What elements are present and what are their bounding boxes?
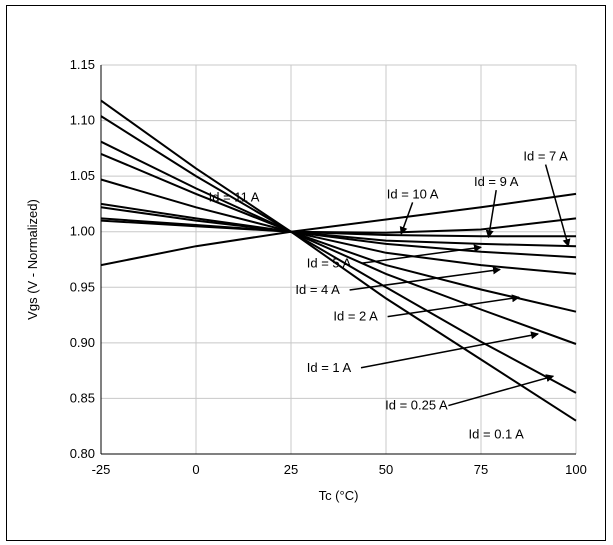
y-axis-title: Vgs (V - Normalized): [25, 199, 40, 320]
series-annotation-label: Id = 0.1 A: [469, 426, 525, 441]
annotation-arrow: [399, 202, 414, 235]
y-tick-label: 1.00: [70, 224, 95, 239]
series-line: [100, 192, 577, 267]
series-line: [100, 140, 577, 345]
y-tick-label: 1.10: [70, 113, 95, 128]
series-line: [100, 152, 577, 313]
annotation-arrow: [387, 294, 520, 318]
x-tick-label: 75: [474, 462, 488, 477]
x-tick-label: -25: [92, 462, 111, 477]
series-annotation-label: Id = 1 A: [307, 360, 352, 375]
annotation-arrow: [360, 244, 482, 265]
x-axis-title: Tc (°C): [319, 488, 359, 503]
series-line: [100, 99, 577, 422]
y-tick-label: 0.90: [70, 335, 95, 350]
tick-label-layer: -25 0 25 50 75 100 0.80 0.85 0.90 0.95 1.00 1.05 1.1…: [70, 57, 587, 477]
series-annotation-label: Id = 9 A: [474, 174, 519, 189]
y-tick-label: 0.80: [70, 446, 95, 461]
x-tick-label: 50: [379, 462, 393, 477]
series-annotation-label: Id = 10 A: [387, 186, 439, 201]
annotation-arrow: [349, 266, 501, 291]
axes-layer: [100, 65, 576, 455]
chart-frame: Id = 11 A Id = 10 A Id = 9 A Id = 7 A Id = 5…: [6, 5, 606, 541]
annotation-arrow: [485, 190, 497, 239]
series-annotation-label: Id = 2 A: [333, 309, 378, 324]
series-line: [100, 217, 576, 238]
series-layer: [100, 99, 577, 422]
annotation-layer: Id = 11 A Id = 10 A Id = 9 A Id = 7 A Id = 5…: [209, 149, 571, 441]
annotation-arrow: [448, 374, 555, 407]
annotation-arrow: [360, 331, 539, 369]
chart-svg: Id = 11 A Id = 10 A Id = 9 A Id = 7 A Id = 5…: [25, 57, 587, 503]
x-tick-label: 0: [192, 462, 199, 477]
x-tick-label: 100: [565, 462, 587, 477]
series-line: [100, 217, 577, 234]
y-tick-label: 1.15: [70, 57, 95, 72]
series-line: [100, 115, 577, 394]
series-annotation-label: Id = 0.25 A: [385, 398, 448, 413]
y-tick-label: 0.95: [70, 279, 95, 294]
series-annotation-label: Id = 5 A: [307, 255, 352, 270]
annotation-arrow: [544, 164, 571, 248]
y-tick-label: 1.05: [70, 168, 95, 183]
series-line: [100, 206, 577, 248]
series-annotation-label: Id = 4 A: [295, 282, 340, 297]
x-tick-label: 25: [284, 462, 298, 477]
series-annotation-label: Id = 11 A: [209, 190, 260, 205]
y-tick-label: 0.85: [70, 390, 95, 405]
series-line: [100, 202, 577, 259]
series-annotation-label: Id = 7 A: [523, 149, 568, 164]
